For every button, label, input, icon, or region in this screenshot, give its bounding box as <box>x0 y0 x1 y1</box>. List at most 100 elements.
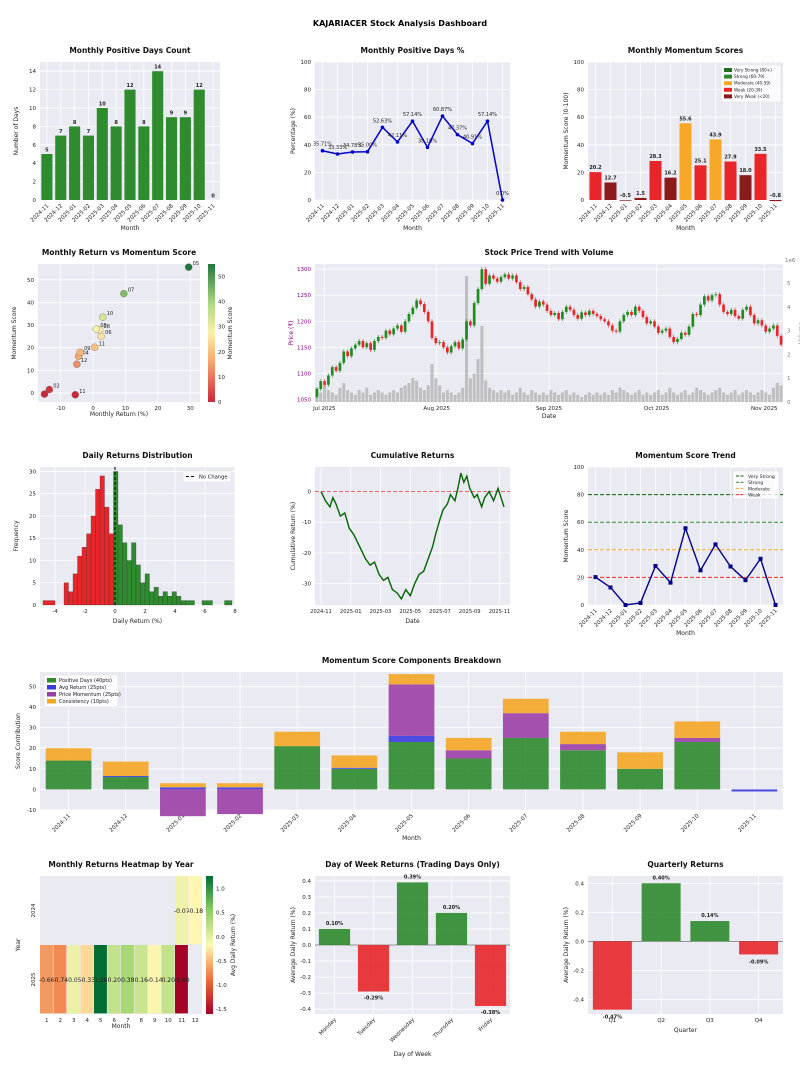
returns-heatmap-y-label: Year <box>15 938 22 952</box>
momentum-components-x-tick: 2025-09 <box>623 813 644 834</box>
volume-bar <box>472 373 476 402</box>
x-tick: 10 <box>122 406 129 412</box>
data-label: 43.9 <box>709 132 722 138</box>
volume-bar <box>342 382 346 402</box>
candle-body <box>672 336 676 343</box>
colorbar-bar <box>206 876 213 1014</box>
return-vs-momentum-y-label: Momentum Score <box>11 306 18 359</box>
legend-swatch <box>47 678 56 683</box>
point <box>380 125 385 130</box>
volume-bar <box>488 387 492 402</box>
momentum-trend-y-tick: 100 <box>574 465 585 471</box>
candle-body <box>568 306 572 310</box>
candle-body <box>599 316 603 320</box>
legend-item: Moderate <box>748 486 770 492</box>
point <box>743 578 748 583</box>
histogram-bar <box>162 591 168 606</box>
return-vs-momentum-chart: Monthly Return vs Momentum Score -10 0 10 20… <box>11 248 234 418</box>
momentum-scores-y-tick: 20 <box>577 170 584 176</box>
volume-bar <box>687 394 691 402</box>
point <box>653 563 658 568</box>
volume-bar <box>698 390 703 402</box>
stacked-bar-segment <box>331 755 378 768</box>
cumulative-returns-chart: Cumulative Returns -30 -20 -10 0 2024-11 2025-… <box>290 451 510 625</box>
positive-days-pct-y-tick: 80 <box>304 88 311 94</box>
candle-body <box>438 342 442 344</box>
candle-body <box>327 375 330 385</box>
candle-body <box>775 325 779 336</box>
volume-exponent: 1e6 <box>785 258 796 264</box>
bar <box>69 126 81 200</box>
momentum-components-y-tick: 20 <box>29 746 36 752</box>
quarterly-x-tick: Q2 <box>657 1018 665 1024</box>
point <box>120 289 128 298</box>
volume-bar <box>422 390 426 402</box>
volume-bar <box>633 392 637 402</box>
candle-body <box>706 296 710 301</box>
bar <box>634 197 647 200</box>
point <box>365 149 370 154</box>
histogram-bar <box>180 600 186 606</box>
colorbar-tick: -1.5 <box>216 1007 227 1013</box>
y2-tick: 5 <box>787 281 791 287</box>
candle-body <box>499 277 503 282</box>
candle-body <box>664 328 668 331</box>
point <box>713 542 718 547</box>
stacked-bar-segment <box>331 767 378 769</box>
momentum-components-x-tick: 2025-11 <box>737 813 757 833</box>
day-of-week-x-tick: Monday <box>318 1017 338 1037</box>
volume-bar <box>384 394 388 402</box>
candle-body <box>469 321 472 326</box>
candle-body <box>749 306 752 316</box>
candle-body <box>315 388 319 397</box>
volume-bar <box>679 392 683 402</box>
momentum-trend-x-label: Month <box>676 630 695 637</box>
momentum-components-x-tick: 2025-01 <box>166 813 186 833</box>
point-label: 07 <box>128 288 134 294</box>
volume-bar <box>741 392 745 402</box>
heatmap-cell-label: -0.07 <box>174 908 190 915</box>
candle-body <box>772 325 775 329</box>
x-tick: 10 <box>165 1018 172 1024</box>
volume-bar <box>649 394 653 402</box>
returns-distribution-y-tick: 10 <box>29 558 36 564</box>
bar <box>754 153 767 200</box>
volume-bar <box>614 392 618 402</box>
data-label: 12.7 <box>604 175 617 181</box>
momentum-components-x-tick: 2025-08 <box>566 813 587 834</box>
bar <box>690 921 730 942</box>
legend-item: No Change <box>199 475 228 481</box>
candle-body <box>680 332 683 339</box>
volume-bar <box>714 390 718 402</box>
positive-days-pct-chart: Monthly Positive Days %0204060801002024-… <box>290 46 510 232</box>
histogram-bar <box>185 600 195 606</box>
candle-body <box>350 348 353 357</box>
candle-body <box>549 310 553 316</box>
data-label: -0.29% <box>364 996 383 1002</box>
volume-bar <box>507 390 511 402</box>
histogram-bar <box>68 591 74 606</box>
candle-body <box>768 328 771 332</box>
candle-body <box>449 346 453 353</box>
data-label: 28.3 <box>649 154 662 160</box>
stacked-bar-segment <box>445 750 492 759</box>
candle-body <box>622 315 626 322</box>
candle-body <box>530 294 534 300</box>
returns-distribution-y-tick: 25 <box>29 492 36 498</box>
histogram-bar <box>171 591 177 606</box>
colorbar-tick: 30 <box>218 325 225 331</box>
data-label: 0.20% <box>443 905 460 911</box>
positive-days-pct-title: Monthly Positive Days % <box>361 46 465 55</box>
candle-body <box>630 311 633 316</box>
candle-body <box>699 304 702 316</box>
y-tick: 1200 <box>297 319 311 325</box>
x-tick: Jul 2025 <box>312 406 336 412</box>
histogram-bar <box>122 542 128 606</box>
positive-days-count-y-tick: 8 <box>33 124 37 130</box>
x-tick: 2025-03 <box>370 609 392 615</box>
candle-body <box>687 326 691 335</box>
positive-days-pct-y-tick: 20 <box>304 170 311 176</box>
volume-bar <box>372 392 376 402</box>
volume-bar <box>560 392 564 402</box>
volume-bar <box>668 387 672 402</box>
